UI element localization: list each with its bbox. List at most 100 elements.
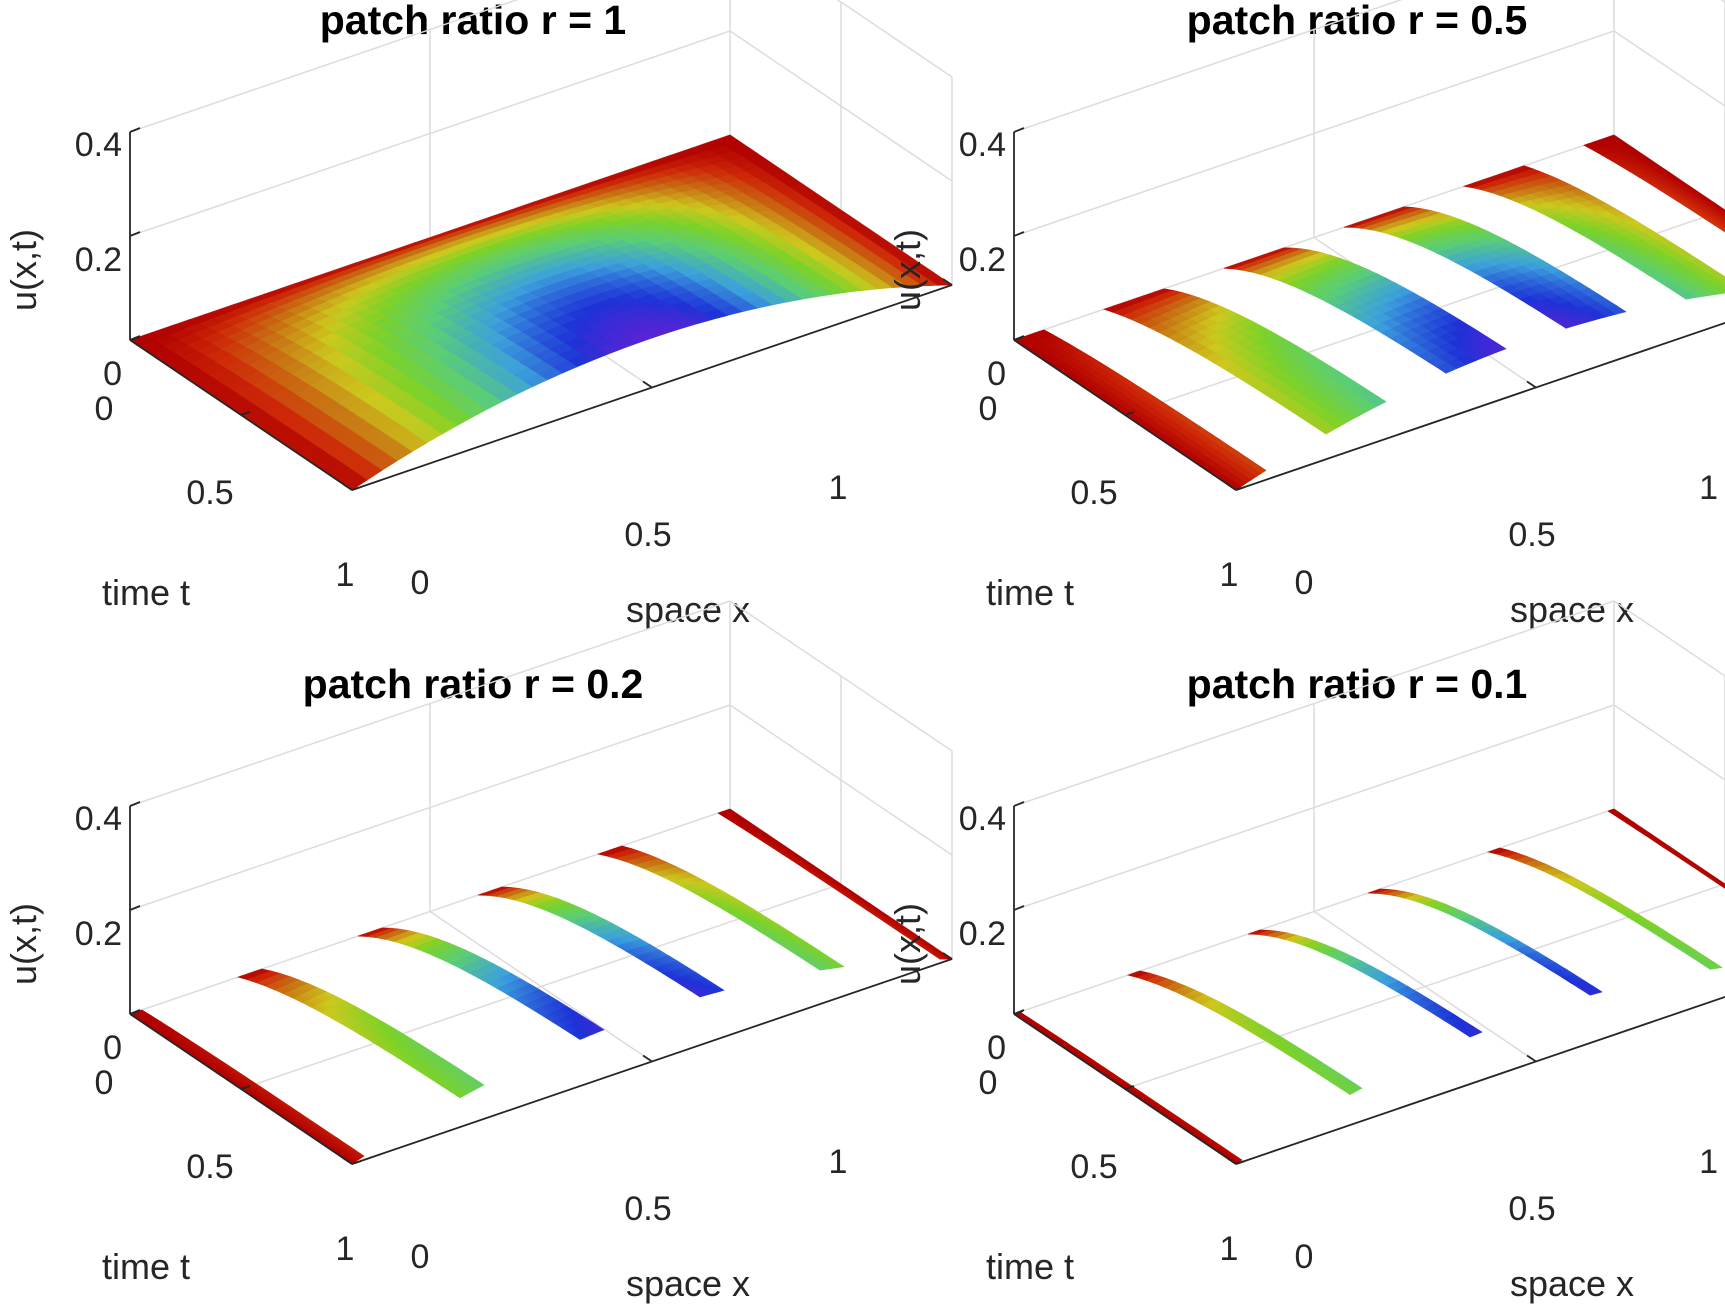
x-axis-label: space x — [1510, 1263, 1634, 1304]
t-tick — [129, 1010, 140, 1015]
t-axis-label: time t — [102, 572, 190, 613]
t-axis-label: time t — [986, 1246, 1074, 1287]
x-tick-label: 0 — [411, 564, 430, 602]
x-tick — [1526, 380, 1537, 389]
x-tick-label: 0.5 — [624, 1190, 671, 1228]
t-tick-label: 0.5 — [186, 474, 233, 512]
surface-cell — [1340, 1087, 1353, 1095]
x-tick — [1226, 1157, 1237, 1165]
t-axis-label: time t — [102, 1246, 190, 1287]
z-tick-label: 0.4 — [75, 800, 122, 838]
surface-patches — [1013, 808, 1725, 1165]
t-tick — [1013, 1010, 1024, 1015]
x-tick-label: 0 — [411, 1238, 430, 1276]
surface-cell — [1436, 362, 1457, 374]
t-tick — [1235, 486, 1246, 491]
z-tick-label: 0.2 — [75, 241, 122, 279]
z-axis-label: u(x,t) — [3, 903, 44, 985]
t-tick — [1013, 336, 1024, 341]
z-tick-label: 0.4 — [959, 126, 1006, 164]
z-tick — [129, 231, 141, 237]
surface-cell — [690, 989, 705, 998]
x-tick-label: 1 — [1699, 469, 1718, 507]
z-tick-label: 0.4 — [959, 800, 1006, 838]
t-axis-label: time t — [986, 572, 1074, 613]
x-tick — [1526, 1054, 1537, 1063]
x-tick — [342, 1157, 353, 1165]
t-tick — [1124, 411, 1135, 416]
surface-cell — [450, 1089, 465, 1099]
x-tick-label: 0.5 — [624, 516, 671, 554]
subplot-r05: patch ratio r = 0.5 0 0.2 0.4 0 0.5 1 0 … — [887, 0, 1725, 630]
x-tick — [342, 483, 353, 491]
surface-patches — [1013, 134, 1725, 491]
x-tick-label: 0.5 — [1508, 1190, 1555, 1228]
x-axis-label: space x — [626, 589, 750, 630]
axis-lines — [1013, 127, 1725, 491]
axis-lines — [129, 127, 953, 491]
z-tick — [1013, 127, 1025, 133]
z-tick-label: 0 — [987, 355, 1006, 393]
t-tick — [351, 486, 362, 491]
t-tick-label: 0 — [95, 390, 114, 428]
x-tick — [642, 1054, 653, 1063]
subplot-r02: patch ratio r = 0.2 0 0.2 0.4 0 0.5 1 0 … — [3, 600, 953, 1304]
z-axis-label: u(x,t) — [3, 229, 44, 311]
t-tick — [1235, 1160, 1246, 1165]
z-tick — [129, 801, 141, 807]
z-tick-label: 0 — [987, 1029, 1006, 1067]
surface-cell — [1580, 988, 1593, 996]
surface-cell — [1556, 319, 1577, 329]
t-tick — [129, 336, 140, 341]
z-axis-label: u(x,t) — [887, 229, 928, 311]
t-tick — [240, 411, 251, 416]
chart-title: patch ratio r = 0.2 — [303, 661, 644, 707]
x-tick — [942, 278, 953, 286]
t-tick — [1124, 1085, 1135, 1090]
t-tick-label: 1 — [336, 1230, 355, 1268]
z-tick-label: 0.2 — [959, 241, 1006, 279]
surface-cell — [929, 952, 943, 960]
t-tick — [240, 1085, 251, 1090]
x-tick — [642, 380, 653, 389]
x-axis-label: space x — [626, 1263, 750, 1304]
surface-cell — [1718, 884, 1725, 889]
z-tick-label: 0.2 — [75, 915, 122, 953]
t-tick-label: 0 — [979, 1064, 998, 1102]
grid-lines — [1013, 600, 1725, 1090]
surface-patches — [129, 808, 953, 1165]
grid-line — [1613, 600, 1725, 677]
z-tick — [129, 905, 141, 911]
grid-line — [1613, 30, 1725, 107]
surface-cell — [1316, 421, 1337, 435]
t-tick-label: 1 — [1220, 1230, 1239, 1268]
x-tick-label: 1 — [1699, 1143, 1718, 1181]
x-tick-label: 0 — [1295, 1238, 1314, 1276]
x-tick — [1226, 483, 1237, 491]
chart-title: patch ratio r = 1 — [320, 0, 626, 43]
subplot-r01: patch ratio r = 0.1 0 0.2 0.4 0 0.5 1 0 … — [887, 600, 1725, 1304]
z-tick-label: 0 — [103, 1029, 122, 1067]
surface-patches — [129, 134, 953, 491]
z-tick — [1013, 905, 1025, 911]
grid-line — [1124, 883, 1725, 1090]
subplot-r1: patch ratio r = 1 0 0.2 0.4 0 0.5 1 0 0.… — [3, 0, 953, 630]
chart-title: patch ratio r = 0.1 — [1187, 661, 1528, 707]
surface-cell — [1712, 223, 1725, 231]
grid-lines — [1013, 0, 1725, 416]
surface-cell — [809, 963, 825, 971]
grid-line — [1613, 704, 1725, 781]
z-tick — [1013, 801, 1025, 807]
x-tick-label: 0.5 — [1508, 516, 1555, 554]
axis-lines — [1013, 801, 1725, 1165]
x-tick — [942, 952, 953, 960]
t-tick-label: 0 — [95, 1064, 114, 1102]
z-tick-label: 0 — [103, 355, 122, 393]
surface-cell — [1675, 291, 1697, 300]
surface-cell — [1721, 230, 1725, 233]
x-axis-label: space x — [1510, 589, 1634, 630]
t-tick-label: 1 — [1220, 556, 1239, 594]
x-tick-label: 1 — [829, 1143, 848, 1181]
t-tick — [351, 1160, 362, 1165]
